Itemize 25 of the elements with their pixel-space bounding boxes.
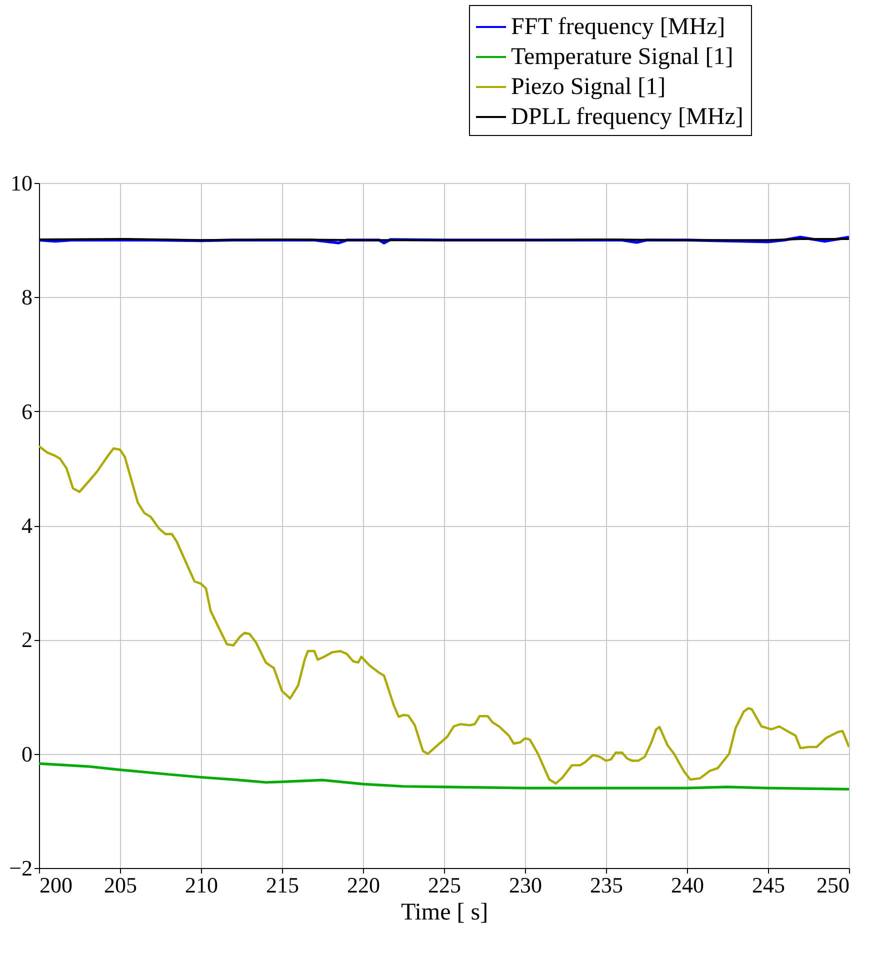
y-tick-label: 2 (22, 627, 32, 652)
y-tick-label: 4 (22, 513, 32, 538)
x-tick-label: 215 (266, 872, 299, 898)
legend-label: Piezo Signal [1] (511, 74, 666, 100)
line-series (39, 445, 849, 785)
x-tick-label: 230 (509, 872, 542, 898)
x-tick-label: 250 (816, 872, 850, 898)
x-tick-label: 205 (104, 872, 137, 898)
y-tick-label: 6 (22, 398, 32, 424)
x-tick-label: 210 (185, 872, 218, 898)
x-tick-label: 220 (347, 872, 380, 898)
line-series (39, 762, 849, 791)
x-axis-title: Time [ s] (400, 900, 488, 926)
legend-label: DPLL frequency [MHz] (511, 104, 744, 130)
y-tick-label: 10 (10, 170, 32, 196)
y-tick-label: 8 (22, 284, 32, 310)
y-tick-label: 0 (22, 741, 32, 766)
x-tick-label: 235 (590, 872, 623, 898)
x-tick-label: 245 (752, 872, 785, 898)
legend-label: Temperature Signal [1] (511, 44, 734, 70)
legend-label: FFT frequency [MHz] (511, 14, 726, 40)
x-tick-label: 240 (671, 872, 704, 898)
y-tick-label: −2 (9, 856, 32, 880)
x-tick-label: 200 (40, 872, 72, 898)
x-tick-label: 225 (428, 872, 461, 898)
